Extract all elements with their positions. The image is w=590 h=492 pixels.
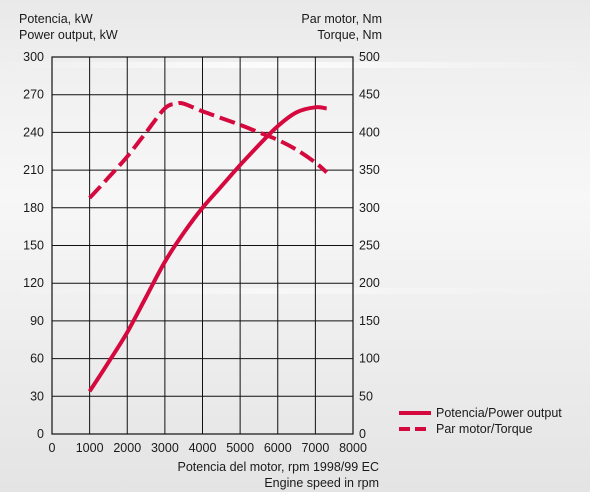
background-streak — [0, 62, 590, 68]
y-left-tick-label: 270 — [23, 88, 44, 102]
y-left-tick-label: 90 — [30, 314, 44, 328]
y-right-tick-label: 450 — [359, 88, 380, 102]
legend-label-power: Potencia/Power output — [436, 406, 562, 420]
x-tick-label: 8000 — [339, 441, 367, 455]
x-axis-label-1: Potencia del motor, rpm 1998/99 EC — [177, 460, 379, 474]
y-left-tick-label: 30 — [30, 389, 44, 403]
legend-label-torque: Par motor/Torque — [436, 422, 533, 436]
x-tick-label: 0 — [49, 441, 56, 455]
y-right-tick-label: 200 — [359, 276, 380, 290]
x-tick-label: 1000 — [76, 441, 104, 455]
x-axis-label-2: Engine speed in rpm — [264, 476, 379, 490]
y-right-tick-label: 50 — [359, 389, 373, 403]
left-axis-label-2: Power output, kW — [19, 28, 118, 42]
y-left-tick-label: 0 — [37, 427, 44, 441]
left-axis-label-1: Potencia, kW — [19, 12, 93, 26]
right-axis-label-1: Par motor, Nm — [301, 12, 382, 26]
y-left-tick-label: 240 — [23, 125, 44, 139]
y-right-tick-label: 350 — [359, 163, 380, 177]
right-axis-label-2: Torque, Nm — [317, 28, 382, 42]
y-right-tick-label: 0 — [359, 427, 366, 441]
y-left-tick-label: 60 — [30, 352, 44, 366]
x-tick-label: 6000 — [264, 441, 292, 455]
y-left-tick-label: 210 — [23, 163, 44, 177]
y-right-tick-label: 250 — [359, 239, 380, 253]
x-tick-label: 7000 — [301, 441, 329, 455]
y-right-tick-label: 100 — [359, 352, 380, 366]
y-right-tick-label: 300 — [359, 201, 380, 215]
y-left-tick-label: 120 — [23, 276, 44, 290]
series-line-torque — [88, 100, 329, 200]
chart-grid — [51, 56, 354, 435]
series-line-power — [87, 105, 328, 393]
x-tick-label: 5000 — [226, 441, 254, 455]
x-tick-label: 3000 — [151, 441, 179, 455]
y-right-tick-label: 500 — [359, 50, 380, 64]
background-streak — [0, 288, 590, 294]
y-right-tick-label: 400 — [359, 125, 380, 139]
y-left-tick-label: 180 — [23, 201, 44, 215]
legend: Potencia/Power output Par motor/Torque — [399, 406, 562, 436]
y-left-tick-label: 300 — [23, 50, 44, 64]
chart-tick-labels: 0 1000 2000 3000 4000 5000 6000 7000 80000306090… — [23, 50, 380, 455]
chart-series — [87, 100, 329, 393]
y-right-tick-label: 150 — [359, 314, 380, 328]
x-tick-label: 2000 — [113, 441, 141, 455]
y-left-tick-label: 150 — [23, 239, 44, 253]
x-tick-label: 4000 — [189, 441, 217, 455]
